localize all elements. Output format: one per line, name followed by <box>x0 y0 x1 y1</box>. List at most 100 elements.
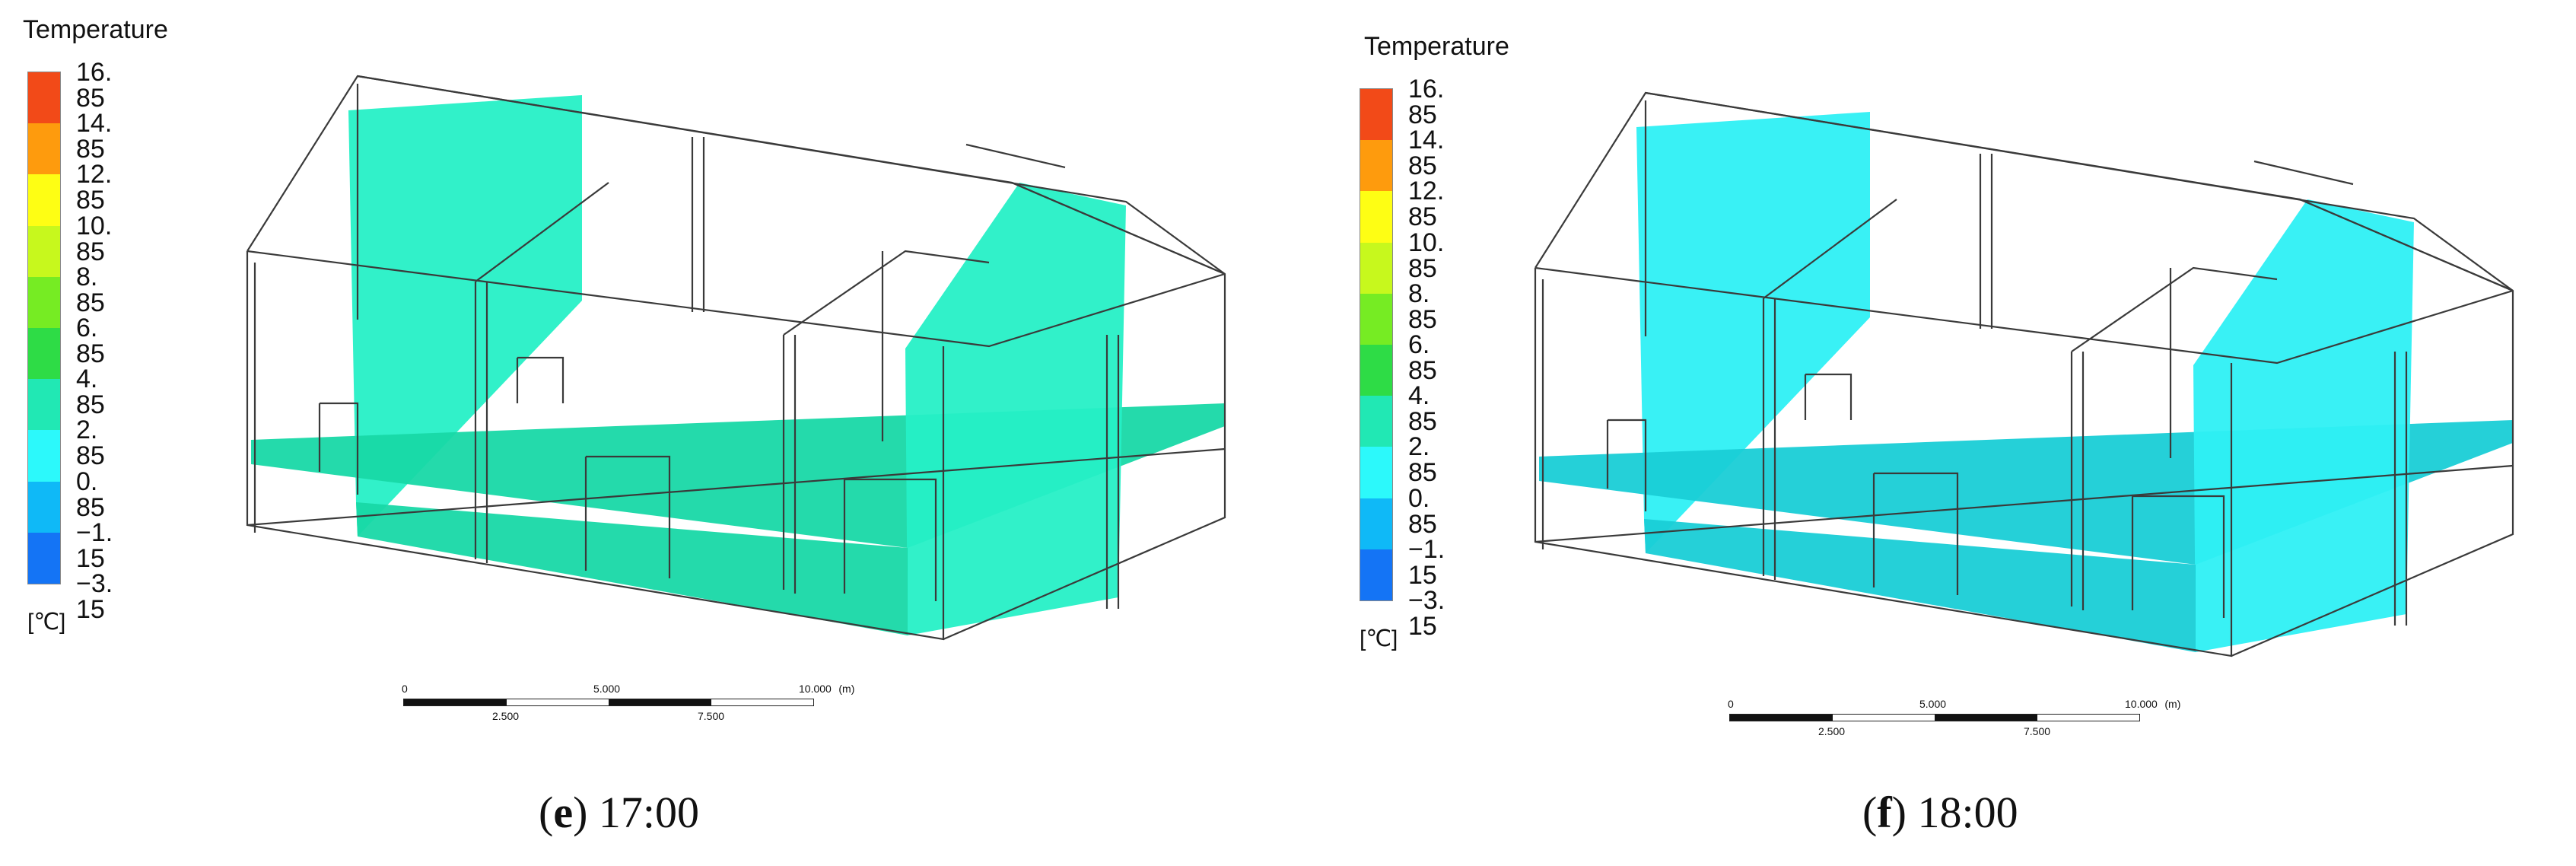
legend-tick-label: 6. 85 <box>1408 330 1437 385</box>
scale-bar-label: 7.500 <box>2024 725 2051 737</box>
left-gable-slice <box>1636 112 1870 553</box>
wireframe-edge <box>2132 495 2225 618</box>
panel-f: Temperature 16. 85 14. 85 12. 85 10. 85 8. 8… <box>1288 0 2576 866</box>
floor-front-slice <box>1644 519 2196 652</box>
right-gable-slice <box>905 183 1126 635</box>
legend-tick-label: 2. 85 <box>76 415 105 471</box>
legend-swatch <box>1360 140 1392 192</box>
legend-swatch <box>28 379 60 431</box>
legend-swatch <box>28 328 60 380</box>
wireframe-edge <box>320 402 359 495</box>
legend-tick-label: 16. 85 <box>76 58 113 113</box>
scale-bar-fill <box>404 699 507 705</box>
legend-swatch <box>28 430 60 482</box>
scale-bar-label: 5.000 <box>1919 698 1947 710</box>
wireframe-edge <box>2071 266 2278 352</box>
wireframe-edge <box>1608 419 1647 511</box>
building-wireframe <box>1534 91 2514 657</box>
wireframe-edge <box>2253 160 2354 186</box>
legend-tick-label: 14. 85 <box>76 109 113 164</box>
wireframe-edge <box>1011 181 1226 275</box>
legend-title: Temperature <box>23 15 168 44</box>
legend-swatch <box>1360 345 1392 396</box>
temperature-slices <box>1539 112 2513 652</box>
right-gable-slice <box>2193 199 2414 652</box>
wireframe-edge <box>1534 91 2514 657</box>
scale-bar-fill <box>609 699 711 705</box>
legend-tick-label: 16. 85 <box>1408 75 1445 129</box>
legend-tick-label: 0. 85 <box>76 466 105 522</box>
color-legend-bar <box>1360 88 1393 601</box>
wireframe-edge <box>586 455 671 578</box>
legend-swatch <box>1360 89 1392 141</box>
wireframe-edge <box>1534 268 2233 657</box>
left-gable-slice <box>348 95 582 536</box>
panel-e: Temperature 16. 85 14. 85 12. 85 10. 85 8. 8… <box>23 15 1226 837</box>
legend-tick-label: 4. 85 <box>76 365 105 420</box>
legend-tick-label: 2. 85 <box>1408 432 1437 488</box>
legend-unit: [℃] <box>27 610 66 635</box>
floor-front-slice <box>356 502 908 635</box>
legend-tick-label: 12. 85 <box>76 160 113 215</box>
scale-bar-fill <box>1730 715 1833 721</box>
wireframe-edge <box>844 478 937 601</box>
legend-tick-label: 10. 85 <box>1408 228 1445 283</box>
wireframe-edge <box>2299 198 2514 292</box>
scale-bar-label: 0 <box>1728 698 1734 710</box>
legend-swatch <box>1360 242 1392 294</box>
legend-swatch <box>1360 396 1392 447</box>
caption-letter: f <box>1877 788 1892 837</box>
scale-bar-label: 7.500 <box>698 710 725 722</box>
legend-tick-label: −3. 15 <box>76 569 113 624</box>
wireframe-edge <box>1534 464 2514 543</box>
building-wireframe <box>246 75 1226 641</box>
legend-swatch <box>28 481 60 533</box>
scale-bar-label: 0 <box>402 683 408 695</box>
legend-swatch <box>1360 498 1392 549</box>
temperature-slices <box>251 95 1225 635</box>
caption-letter: e <box>553 788 574 837</box>
wireframe-edge <box>246 447 1226 527</box>
legend-swatch <box>28 123 60 175</box>
legend-unit: [℃] <box>1360 626 1398 651</box>
legend-swatch <box>1360 293 1392 345</box>
color-legend-bar <box>27 72 61 584</box>
caption: (e) 17:00 <box>539 788 700 837</box>
wireframe-edge <box>246 251 945 641</box>
legend-tick-label: 8. 85 <box>76 262 105 317</box>
legend-tick-label: 12. 85 <box>1408 177 1445 232</box>
wireframe-edge <box>965 143 1066 169</box>
legend-tick-label: 6. 85 <box>76 314 105 368</box>
legend-tick-label: 10. 85 <box>76 211 113 266</box>
scale-bar-label: 10.000 <box>799 683 832 695</box>
scale-bar-label: 10.000 <box>2125 698 2158 710</box>
scale-bar-label: 5.000 <box>593 683 621 695</box>
legend-swatch <box>1360 549 1392 600</box>
scale-bar-segments <box>403 699 814 706</box>
legend-tick-label: 8. 85 <box>1408 279 1437 334</box>
legend-swatch <box>1360 447 1392 498</box>
scale-bar-segments <box>1729 714 2140 721</box>
scale-bar: 0 5.000 10.000 (m) 2.500 7.500 <box>402 677 854 723</box>
legend-tick-label: 4. 85 <box>1408 381 1437 437</box>
wireframe-edge <box>1763 199 1897 299</box>
legend-swatch <box>28 225 60 277</box>
legend-tick-label: 14. 85 <box>1408 126 1445 181</box>
scale-bar-label: 2.500 <box>1818 725 1846 737</box>
wireframe-edge <box>1874 472 1959 595</box>
wireframe-edge <box>246 250 1226 348</box>
legend-swatch <box>28 532 60 584</box>
legend-swatch <box>1360 191 1392 243</box>
caption-time: 17:00 <box>598 788 700 837</box>
legend-tick-label: −1. 15 <box>76 517 113 573</box>
legend-tick-label: 0. 85 <box>1408 483 1437 539</box>
building-model-f <box>1534 91 2514 657</box>
building-model-e <box>246 75 1226 641</box>
scale-bar-label: 2.500 <box>492 710 520 722</box>
legend-tick-label: −3. 15 <box>1408 586 1445 641</box>
caption-time: 18:00 <box>1917 788 2018 837</box>
scale-bar-label: (m) <box>2164 698 2181 710</box>
scale-bar-label: (m) <box>838 683 855 695</box>
wireframe-edge <box>1805 373 1852 420</box>
wireframe-edge <box>1534 266 2514 365</box>
